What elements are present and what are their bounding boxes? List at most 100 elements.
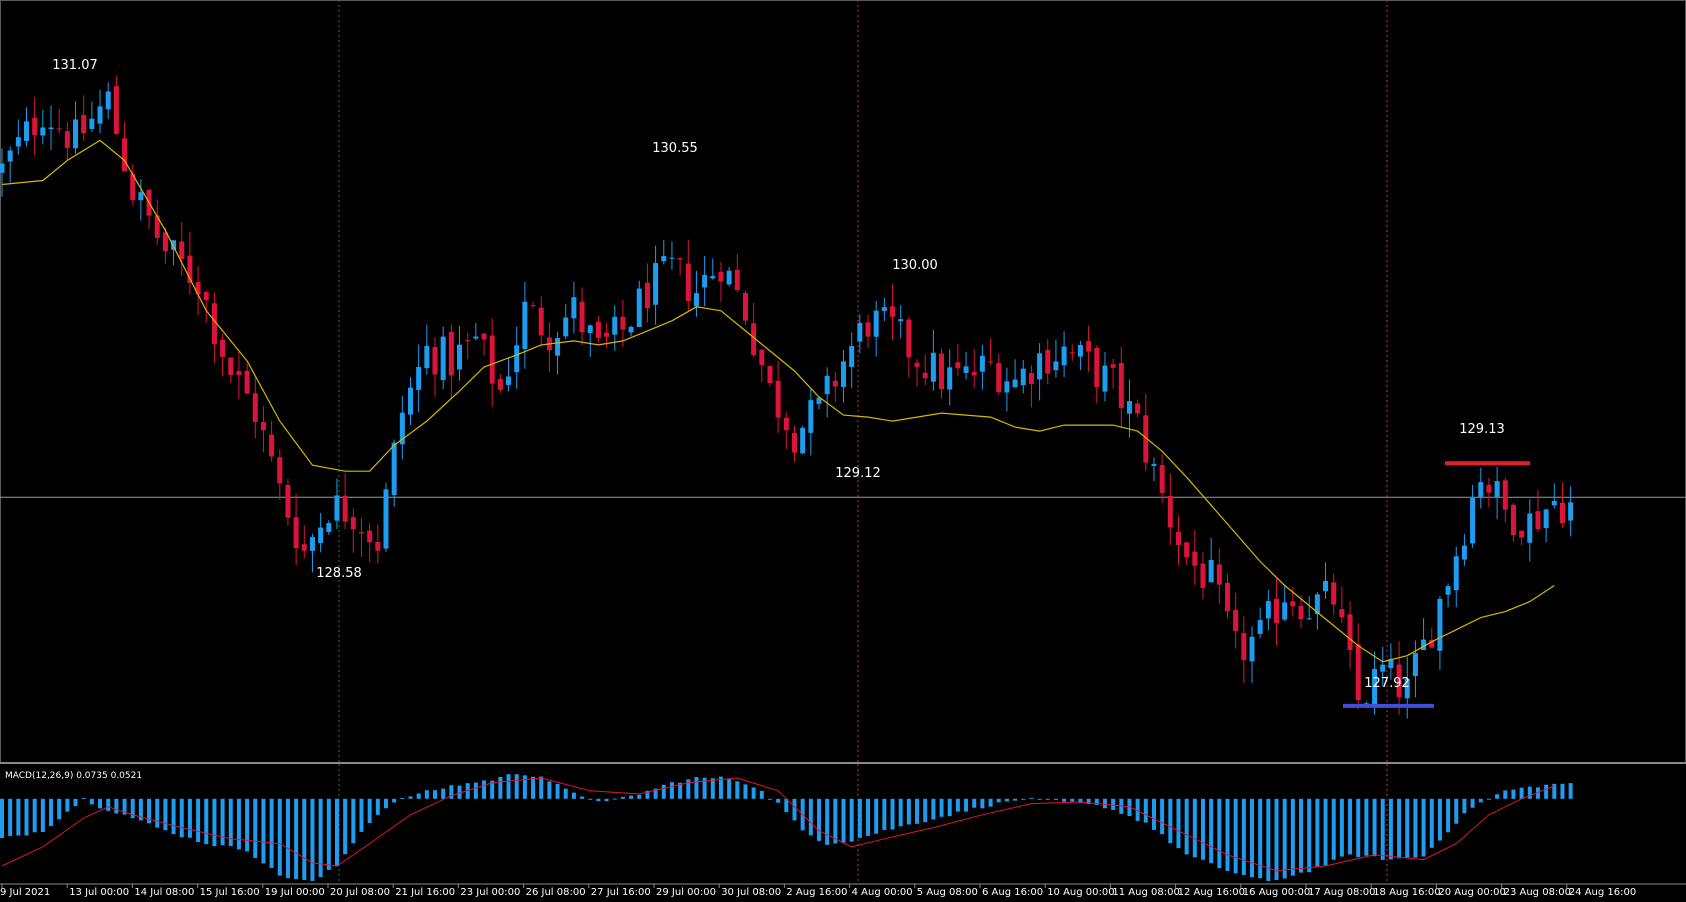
candle-bearish[interactable] bbox=[81, 115, 87, 134]
candle-bullish[interactable] bbox=[416, 366, 422, 390]
candle-bearish[interactable] bbox=[375, 541, 381, 551]
candle-bullish[interactable] bbox=[15, 137, 21, 147]
candle-bullish[interactable] bbox=[881, 307, 887, 311]
candle-bearish[interactable] bbox=[358, 532, 364, 534]
candle-bullish[interactable] bbox=[1061, 346, 1067, 366]
candle-bullish[interactable] bbox=[1461, 545, 1467, 560]
candle-bearish[interactable] bbox=[538, 307, 544, 336]
candle-bearish[interactable] bbox=[644, 282, 650, 309]
candle-bullish[interactable] bbox=[391, 442, 397, 496]
candle-bearish[interactable] bbox=[718, 271, 724, 282]
candle-bearish[interactable] bbox=[906, 319, 912, 358]
candle-bullish[interactable] bbox=[979, 355, 985, 372]
candle-bearish[interactable] bbox=[1290, 601, 1296, 607]
candle-bearish[interactable] bbox=[1200, 563, 1206, 588]
candle-bullish[interactable] bbox=[1012, 379, 1018, 388]
candle-bullish[interactable] bbox=[309, 537, 315, 551]
candle-bullish[interactable] bbox=[1208, 559, 1214, 583]
candle-bullish[interactable] bbox=[571, 297, 577, 319]
candle-bullish[interactable] bbox=[1323, 580, 1329, 592]
candle-bearish[interactable] bbox=[1339, 609, 1345, 618]
candle-bullish[interactable] bbox=[963, 366, 969, 374]
candle-bullish[interactable] bbox=[1421, 639, 1427, 651]
candle-bullish[interactable] bbox=[457, 344, 463, 370]
candle-bearish[interactable] bbox=[211, 303, 217, 345]
candle-bullish[interactable] bbox=[1314, 594, 1320, 615]
candle-bearish[interactable] bbox=[1135, 403, 1141, 414]
candle-bearish[interactable] bbox=[1159, 465, 1165, 494]
candle-bearish[interactable] bbox=[530, 305, 536, 307]
candle-bearish[interactable] bbox=[1396, 664, 1402, 698]
candle-bearish[interactable] bbox=[1175, 532, 1181, 545]
candle-bullish[interactable] bbox=[1380, 664, 1386, 672]
candle-bullish[interactable] bbox=[1249, 636, 1255, 662]
candle-bullish[interactable] bbox=[1478, 482, 1484, 497]
candle-bullish[interactable] bbox=[522, 301, 528, 349]
candle-bullish[interactable] bbox=[1494, 481, 1500, 497]
candle-bearish[interactable] bbox=[1184, 542, 1190, 558]
candle-bearish[interactable] bbox=[56, 128, 62, 130]
candle-bearish[interactable] bbox=[783, 417, 789, 431]
candle-bearish[interactable] bbox=[489, 335, 495, 384]
candle-bearish[interactable] bbox=[1502, 480, 1508, 510]
candle-bullish[interactable] bbox=[808, 400, 814, 433]
candle-bearish[interactable] bbox=[1110, 364, 1116, 368]
candle-bullish[interactable] bbox=[48, 127, 54, 130]
candle-bearish[interactable] bbox=[252, 393, 258, 422]
candle-bullish[interactable] bbox=[1004, 381, 1010, 393]
candle-bullish[interactable] bbox=[1306, 618, 1312, 620]
candle-bullish[interactable] bbox=[1568, 502, 1574, 521]
candle-bullish[interactable] bbox=[555, 338, 561, 356]
candle-bearish[interactable] bbox=[1535, 511, 1541, 530]
candle-bearish[interactable] bbox=[228, 357, 234, 375]
candle-bearish[interactable] bbox=[1519, 530, 1525, 538]
candle-bullish[interactable] bbox=[440, 336, 446, 381]
candle-bullish[interactable] bbox=[693, 293, 699, 307]
candle-bullish[interactable] bbox=[1470, 497, 1476, 544]
candle-bearish[interactable] bbox=[432, 347, 438, 375]
candle-bearish[interactable] bbox=[971, 372, 977, 376]
candle-bearish[interactable] bbox=[1143, 415, 1149, 463]
candle-bullish[interactable] bbox=[857, 322, 863, 342]
candle-bullish[interactable] bbox=[1543, 509, 1549, 529]
candle-bullish[interactable] bbox=[873, 310, 879, 337]
candle-bullish[interactable] bbox=[1388, 658, 1394, 669]
candle-bullish[interactable] bbox=[702, 275, 708, 288]
candle-bearish[interactable] bbox=[890, 306, 896, 317]
candle-bearish[interactable] bbox=[1028, 373, 1034, 384]
candle-bullish[interactable] bbox=[24, 121, 30, 141]
candle-bearish[interactable] bbox=[277, 457, 283, 484]
candle-bearish[interactable] bbox=[914, 362, 920, 367]
candle-bearish[interactable] bbox=[187, 255, 193, 283]
candle-bullish[interactable] bbox=[1053, 361, 1059, 371]
candle-bullish[interactable] bbox=[424, 345, 430, 369]
candle-bearish[interactable] bbox=[1094, 347, 1100, 388]
candle-bearish[interactable] bbox=[1510, 504, 1516, 536]
candle-bearish[interactable] bbox=[179, 241, 185, 260]
candle-bullish[interactable] bbox=[816, 397, 822, 404]
candle-bullish[interactable] bbox=[653, 263, 659, 305]
candle-bearish[interactable] bbox=[481, 333, 487, 340]
candle-bearish[interactable] bbox=[154, 215, 160, 238]
candle-bearish[interactable] bbox=[939, 353, 945, 390]
candle-bearish[interactable] bbox=[350, 517, 356, 530]
candle-bearish[interactable] bbox=[465, 339, 471, 341]
candle-bullish[interactable] bbox=[318, 527, 324, 543]
candle-bullish[interactable] bbox=[710, 276, 716, 279]
candle-bearish[interactable] bbox=[832, 380, 838, 387]
candle-bullish[interactable] bbox=[89, 118, 95, 129]
candle-bullish[interactable] bbox=[612, 316, 618, 335]
candle-bullish[interactable] bbox=[1102, 365, 1108, 392]
candle-bearish[interactable] bbox=[32, 117, 38, 136]
candle-bullish[interactable] bbox=[473, 336, 479, 339]
candle-bearish[interactable] bbox=[1167, 495, 1173, 528]
candle-bullish[interactable] bbox=[898, 319, 904, 322]
candle-bullish[interactable] bbox=[1372, 668, 1378, 706]
candle-bearish[interactable] bbox=[1559, 502, 1565, 524]
candle-bearish[interactable] bbox=[269, 434, 275, 457]
candle-bearish[interactable] bbox=[685, 263, 691, 301]
candle-bullish[interactable] bbox=[563, 317, 569, 337]
candle-bullish[interactable] bbox=[587, 325, 593, 334]
candle-bearish[interactable] bbox=[1233, 609, 1239, 632]
candle-bearish[interactable] bbox=[1429, 639, 1435, 648]
